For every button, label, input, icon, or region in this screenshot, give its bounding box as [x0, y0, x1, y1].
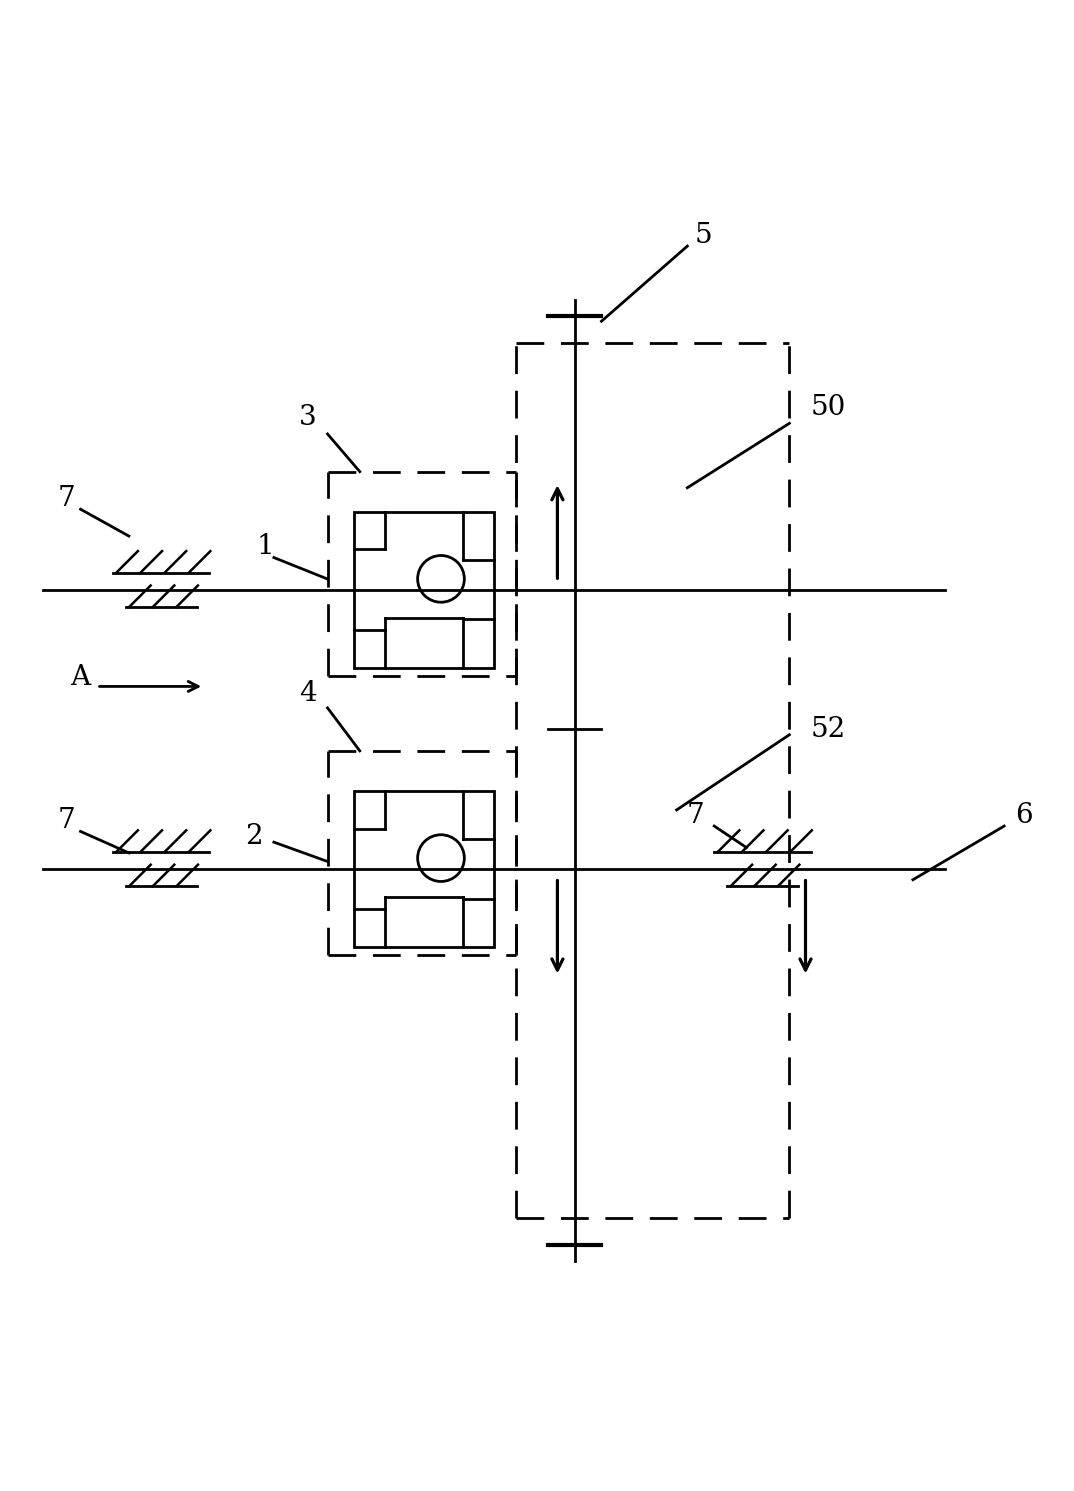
- Text: 1: 1: [256, 534, 274, 561]
- Text: 3: 3: [300, 404, 317, 431]
- Bar: [354, 792, 494, 947]
- Text: 7: 7: [58, 485, 75, 511]
- Text: 7: 7: [687, 802, 705, 829]
- Text: A: A: [71, 665, 90, 692]
- Text: 5: 5: [695, 222, 712, 249]
- Text: 52: 52: [811, 716, 846, 743]
- Text: 50: 50: [811, 394, 846, 420]
- Bar: [354, 511, 494, 668]
- Text: 7: 7: [58, 807, 75, 833]
- Text: 6: 6: [1015, 802, 1032, 829]
- Text: 4: 4: [300, 680, 317, 707]
- Text: 2: 2: [246, 823, 263, 850]
